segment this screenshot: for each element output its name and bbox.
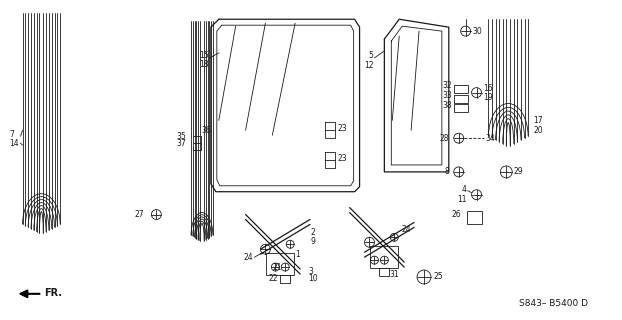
Text: 18: 18 [200,60,209,69]
Bar [454,105,468,112]
Text: 19: 19 [483,93,493,102]
Bar [266,253,294,275]
Text: 27: 27 [135,210,144,219]
Text: 3: 3 [308,267,313,276]
Text: 14: 14 [9,139,19,148]
Text: FR.: FR. [44,288,62,298]
Text: 32: 32 [442,81,452,90]
Text: 1: 1 [295,250,300,259]
Text: 23: 23 [338,154,348,163]
Text: 10: 10 [308,275,318,284]
Bar [371,246,398,268]
Text: 24: 24 [244,253,254,262]
Text: 37: 37 [177,139,186,148]
Text: 7: 7 [9,130,14,139]
Text: 29: 29 [513,167,523,176]
Text: 5: 5 [369,52,373,60]
Bar [281,275,290,283]
Text: 38: 38 [442,101,452,110]
Text: 28: 28 [439,134,449,143]
Text: 30: 30 [473,27,482,36]
Text: 34: 34 [486,134,495,143]
Text: S843– B5400 D: S843– B5400 D [519,299,588,308]
Text: 33: 33 [442,91,452,100]
Text: 23: 23 [338,124,348,133]
Text: 17: 17 [533,116,542,125]
Text: 11: 11 [457,195,466,204]
Bar [454,85,468,92]
Text: 25: 25 [434,272,443,282]
Text: 2: 2 [310,228,315,237]
Text: 36: 36 [201,126,211,135]
Bar [466,211,483,224]
Text: 26: 26 [451,210,461,219]
Text: 24: 24 [401,225,411,234]
Text: 12: 12 [364,61,373,70]
Text: 21: 21 [272,263,282,272]
Text: 8: 8 [444,167,449,176]
Bar [454,95,468,102]
Text: 4: 4 [462,185,466,194]
Text: 15: 15 [199,52,209,60]
Text: 9: 9 [310,237,315,246]
Bar [379,268,389,276]
Text: 16: 16 [483,84,493,93]
Text: 31: 31 [389,269,399,278]
Text: 20: 20 [533,126,542,135]
Text: 35: 35 [177,132,186,141]
Text: 22: 22 [268,275,278,284]
